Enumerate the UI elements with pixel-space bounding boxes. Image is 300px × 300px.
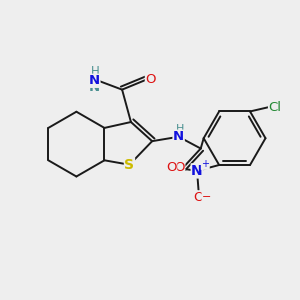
Text: N: N <box>88 81 100 94</box>
Text: −: − <box>202 192 212 203</box>
Text: H: H <box>91 65 100 78</box>
Text: +: + <box>201 159 209 170</box>
Text: O: O <box>193 191 204 204</box>
Text: H: H <box>90 73 98 86</box>
Text: O: O <box>174 161 185 174</box>
Text: S: S <box>124 158 134 172</box>
Text: N: N <box>173 130 184 143</box>
Text: N: N <box>191 164 203 178</box>
Text: Cl: Cl <box>268 100 282 113</box>
Text: O: O <box>146 73 156 86</box>
Text: N: N <box>88 74 100 87</box>
Text: O: O <box>166 161 177 174</box>
Text: H: H <box>176 124 184 134</box>
